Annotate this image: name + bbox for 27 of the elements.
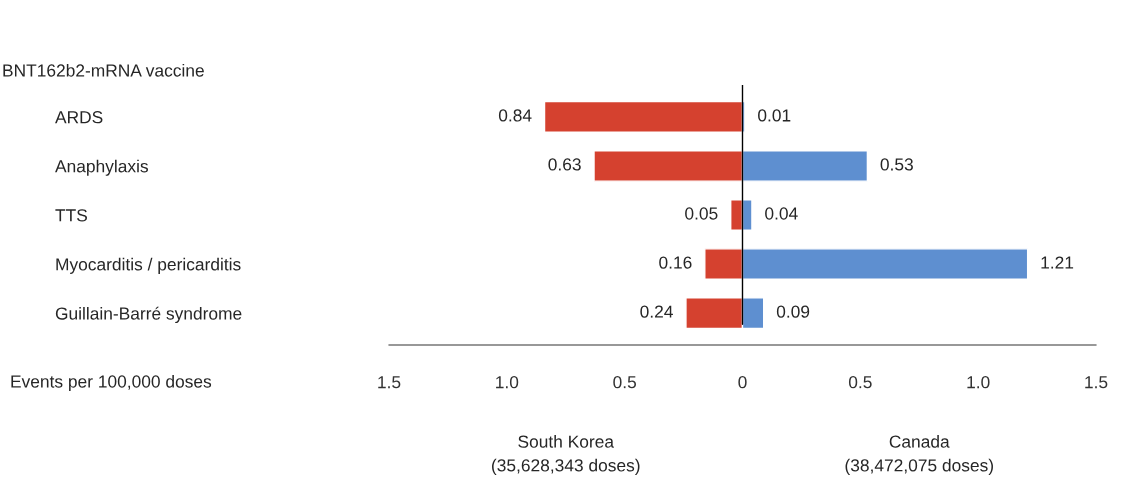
data-label: 0.63: [548, 158, 581, 171]
data-label: 0.16: [659, 256, 692, 269]
x-tick-label: 0.5: [848, 376, 872, 389]
text: Canada (38,472,075 doses): [845, 435, 993, 475]
data-label: 1.21: [1041, 256, 1074, 269]
data-label: 0.01: [758, 109, 791, 122]
x-tick-label: 0.5: [613, 376, 637, 389]
bar: [543, 100, 744, 133]
y-tick-label: Guillain-Barré syndrome: [55, 306, 242, 324]
y-tick-label: ARDS: [55, 111, 103, 124]
data-label: 0.05: [685, 207, 718, 220]
text: South Korea (35,628,343 doses): [492, 435, 640, 475]
y-tick-label: Myocarditis / pericarditis: [56, 257, 241, 274]
data-label: 0.53: [880, 158, 913, 171]
x-tick-label: 0: [738, 376, 747, 389]
text: BNT162b2-mRNA vaccine: [3, 63, 204, 77]
data-label: 0.04: [765, 207, 798, 220]
y-tick-label: Anaphylaxis: [55, 159, 148, 176]
data-label: 0.09: [776, 305, 810, 318]
x-tick-label: 1.0: [496, 376, 519, 389]
x-tick-label: 1.0: [967, 376, 990, 389]
data-label: 0.84: [498, 109, 532, 122]
y-tick-label: TTS: [55, 209, 87, 222]
x-tick-label: 1.5: [1085, 376, 1108, 389]
x-tick-label: 1.5: [378, 376, 401, 389]
x-axis-title: Events per 100,000 doses: [11, 374, 212, 392]
data-label: 0.24: [640, 305, 673, 318]
